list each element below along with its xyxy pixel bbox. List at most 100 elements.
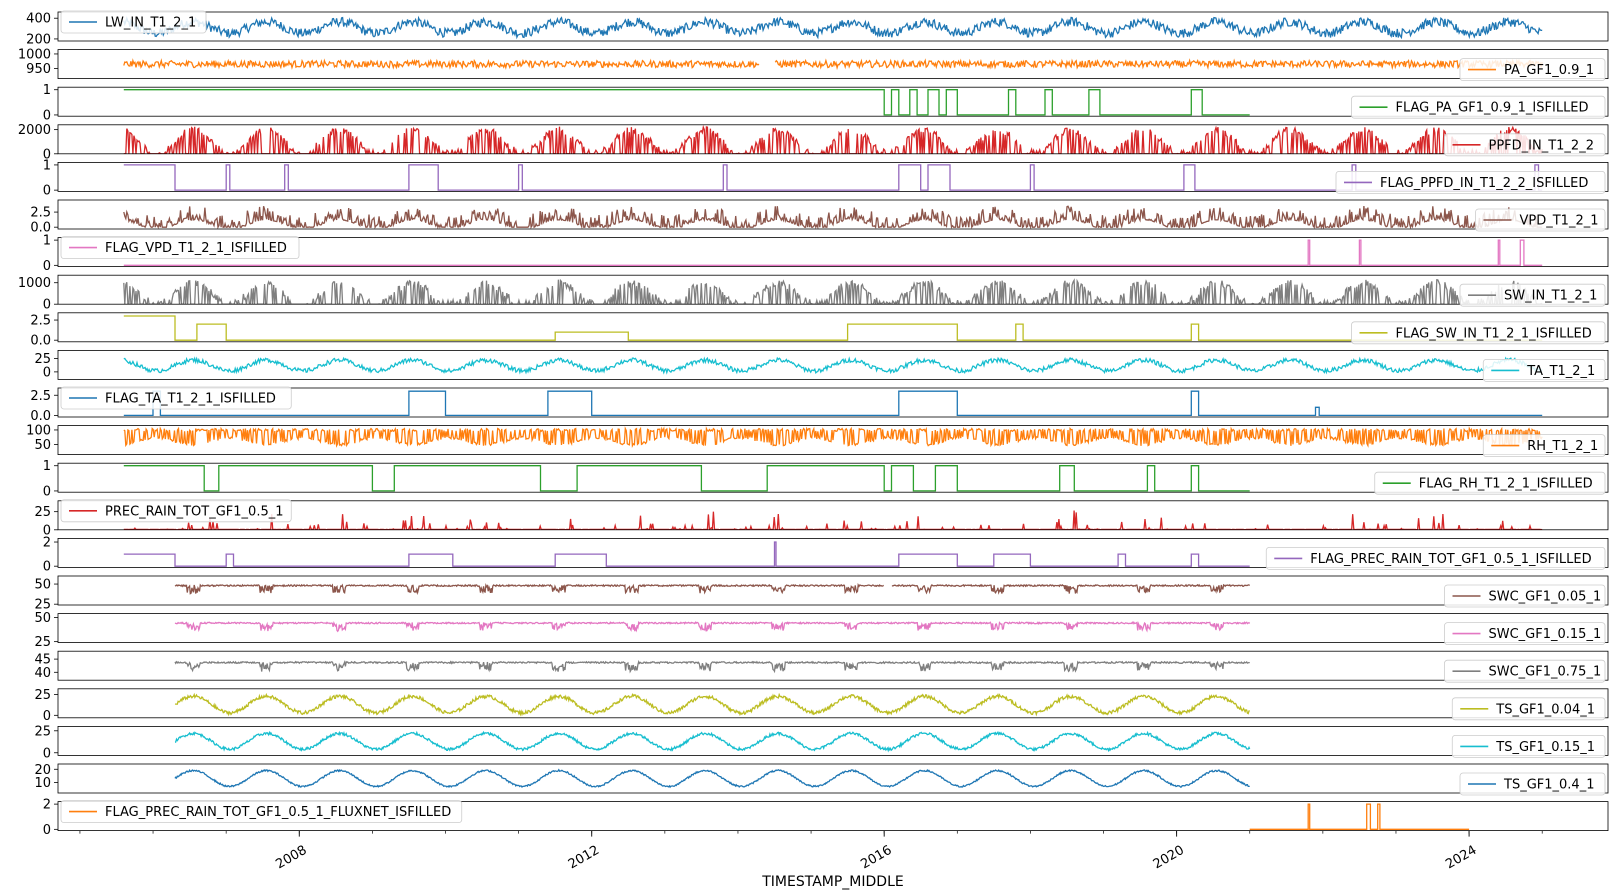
y-tick-label: 0: [43, 108, 51, 123]
x-tick-label: 2016: [858, 843, 894, 873]
legend-box: [1459, 772, 1606, 796]
y-tick-label: 20: [34, 763, 51, 778]
subplot-panel: 25 50 SWC_GF1_0.05_1: [34, 575, 1609, 613]
y-tick-label: 0: [43, 746, 51, 761]
legend: SW_IN_T1_2_1: [1459, 283, 1606, 307]
series-line: [123, 510, 1543, 530]
y-tick-label: 0: [43, 184, 51, 199]
legend-label: RH_T1_2_1: [1527, 439, 1598, 454]
series-line: [174, 582, 1251, 596]
subplot-frame: [57, 801, 1609, 831]
legend: PPFD_IN_T1_2_2: [1444, 133, 1606, 157]
legend: FLAG_SW_IN_T1_2_1_ISFILLED: [1351, 321, 1606, 345]
subplot-frame: [57, 538, 1609, 568]
series-line: [123, 390, 1543, 417]
subplot-panel: 025 TA_T1_2_1: [34, 349, 1609, 382]
subplot-frame: [57, 613, 1609, 643]
y-tick-label: 2.5: [30, 314, 51, 329]
legend-label: TS_GF1_0.15_1: [1495, 740, 1595, 755]
legend-box: [60, 499, 292, 523]
x-axis: 2008 2012 2016 2020 2024: [79, 830, 1543, 873]
y-tick-label: 10: [34, 776, 51, 791]
legend: TS_GF1_0.4_1: [1459, 772, 1606, 796]
series-line: [123, 426, 1543, 448]
legend-box: [60, 800, 463, 823]
legend-label: FLAG_SW_IN_T1_2_1_ISFILLED: [1396, 326, 1592, 341]
legend-label: FLAG_PPFD_IN_T1_2_2_ISFILLED: [1380, 176, 1588, 191]
y-tick-label: 400: [26, 12, 51, 27]
legend-box: [1459, 283, 1606, 307]
legend-box: [1335, 170, 1606, 194]
legend-box: [1444, 584, 1606, 608]
y-tick-label: 0: [43, 259, 51, 274]
legend-box: [1351, 95, 1606, 119]
legend: FLAG_VPD_T1_2_1_ISFILLED: [60, 236, 300, 260]
y-tick-label: 0: [43, 560, 51, 575]
subplot-frame: [57, 763, 1609, 794]
legend-label: PREC_RAIN_TOT_GF1_0.5_1: [105, 504, 284, 519]
series-line: [123, 278, 1543, 305]
x-tick-label: 2024: [1443, 843, 1479, 873]
subplot-frame: [57, 124, 1609, 155]
legend-box: [1444, 133, 1606, 157]
subplot-panel: 25 50 SWC_GF1_0.15_1: [34, 611, 1609, 650]
series-line: [123, 124, 1543, 154]
legend-label: FLAG_PREC_RAIN_TOT_GF1_0.5_1_ISFILLED: [1310, 552, 1591, 567]
y-tick-label: 40: [34, 666, 51, 681]
y-tick-label: 25: [34, 724, 51, 739]
y-tick-label: 25: [34, 352, 51, 367]
legend: FLAG_PPFD_IN_T1_2_2_ISFILLED: [1335, 170, 1606, 194]
legend-label: SW_IN_T1_2_1: [1504, 289, 1597, 304]
series-line: [123, 315, 1543, 341]
series-line: [1249, 803, 1470, 830]
y-tick-label: 1000: [18, 47, 51, 62]
legend-label: FLAG_PA_GF1_0.9_1_ISFILLED: [1396, 101, 1589, 116]
legend-box: [1351, 321, 1606, 345]
legend-box: [60, 236, 300, 260]
legend-label: TS_GF1_0.04_1: [1495, 702, 1595, 717]
subplot-panel: 0 25 TS_GF1_0.04_1: [34, 688, 1609, 724]
subplot-frame: [57, 500, 1609, 531]
x-tick-label: 2012: [566, 843, 602, 873]
legend: TA_T1_2_1: [1482, 358, 1606, 382]
legend: SWC_GF1_0.15_1: [1444, 622, 1606, 645]
subplot-panel: 0 2000 PPFD_IN_T1_2_2: [18, 123, 1609, 162]
subplot-panel: 0 1 FLAG_VPD_T1_2_1_ISFILLED: [43, 234, 1609, 274]
legend-box: [1265, 547, 1606, 570]
subplot-panel: 0 1 FLAG_PA_GF1_0.9_1_ISFILLED: [43, 83, 1609, 123]
subplot-frame: [57, 11, 1609, 42]
y-tick-label: 0: [43, 823, 51, 838]
y-tick-label: 0: [43, 365, 51, 380]
legend: FLAG_PA_GF1_0.9_1_ISFILLED: [1351, 95, 1606, 119]
legend-label: PA_GF1_0.9_1: [1504, 63, 1594, 78]
y-tick-label: 100: [26, 423, 51, 438]
legend-box: [1475, 208, 1606, 232]
y-tick-label: 200: [26, 32, 51, 47]
subplot-frame: [57, 387, 1609, 418]
legend-box: [1482, 358, 1606, 382]
legend-box: [1482, 434, 1606, 458]
legend: TS_GF1_0.04_1: [1451, 697, 1606, 721]
legend-label: FLAG_PREC_RAIN_TOT_GF1_0.5_1_FLUXNET_ISF…: [105, 805, 451, 820]
legend-box: [1444, 659, 1606, 683]
legend-label: VPD_T1_2_1: [1520, 214, 1599, 229]
subplot-panel: 0 2 FLAG_PREC_RAIN_TOT_GF1_0.5_1_FLUXNET_I…: [43, 798, 1609, 838]
legend: FLAG_PREC_RAIN_TOT_GF1_0.5_1_FLUXNET_ISF…: [60, 800, 463, 823]
series-line: [174, 659, 1250, 674]
legend-label: TS_GF1_0.4_1: [1503, 778, 1594, 793]
subplot-panel: 0.02.5 VPD_T1_2_1: [30, 199, 1609, 236]
y-tick-label: 0.0: [30, 409, 51, 424]
legend-label: LW_IN_T1_2_1: [105, 16, 196, 31]
y-tick-label: 0: [43, 147, 51, 162]
subplot-frame: [57, 650, 1609, 681]
legend-box: [1451, 697, 1606, 721]
legend-box: [1451, 735, 1606, 758]
subplot-frame: [57, 575, 1609, 606]
series-line: [174, 692, 1250, 717]
y-tick-label: 0.0: [30, 221, 51, 236]
legend-label: FLAG_VPD_T1_2_1_ISFILLED: [105, 241, 287, 256]
